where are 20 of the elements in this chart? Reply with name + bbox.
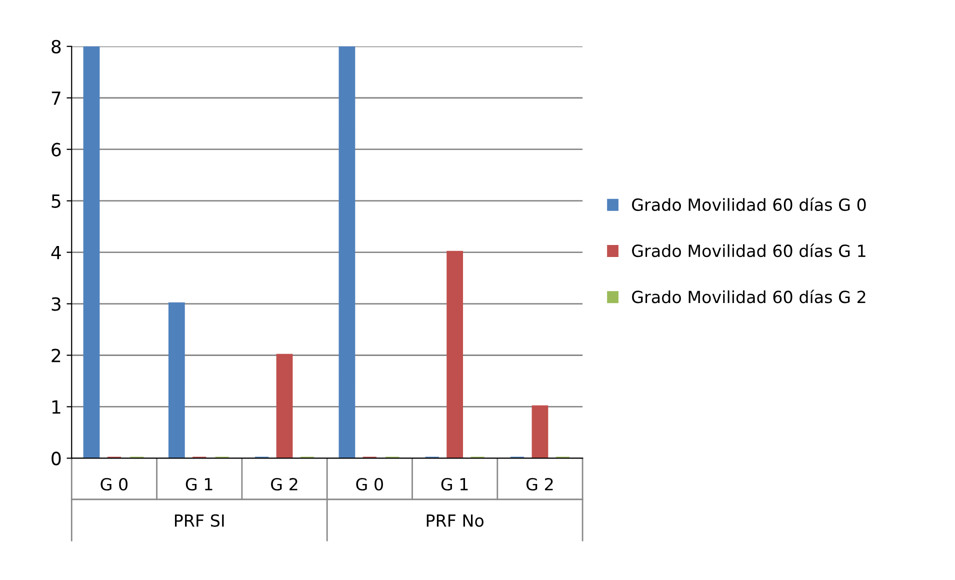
legend-label: Grado Movilidad 60 días G 0 xyxy=(632,197,866,212)
text: PRF SI xyxy=(174,514,224,527)
legend-label: Grado Movilidad 60 días G 2 xyxy=(632,290,866,304)
y-tick-label: 0 xyxy=(52,452,61,466)
y-tick-label: 8 xyxy=(52,40,61,54)
x-tick-label: G 2 xyxy=(271,478,298,491)
text: PRF No xyxy=(426,514,484,527)
y-tick-label: 5 xyxy=(52,194,60,208)
x-tick-label: G 0 xyxy=(100,478,128,491)
y-tick-label: 2 xyxy=(52,348,60,362)
y-tick-label: 3 xyxy=(52,297,60,311)
y-tick-label: 1 xyxy=(52,400,60,414)
y-tick-label: 7 xyxy=(52,92,60,105)
x-tick-label: G 1 xyxy=(441,478,468,491)
y-tick-label: 6 xyxy=(52,142,61,156)
x-tick-label: G 1 xyxy=(186,478,212,491)
x-tick-label: G 2 xyxy=(526,478,553,491)
legend-label: Grado Movilidad 60 días G 1 xyxy=(632,244,866,258)
y-tick-label: 4 xyxy=(51,246,61,260)
x-tick-label: G 0 xyxy=(356,478,383,491)
